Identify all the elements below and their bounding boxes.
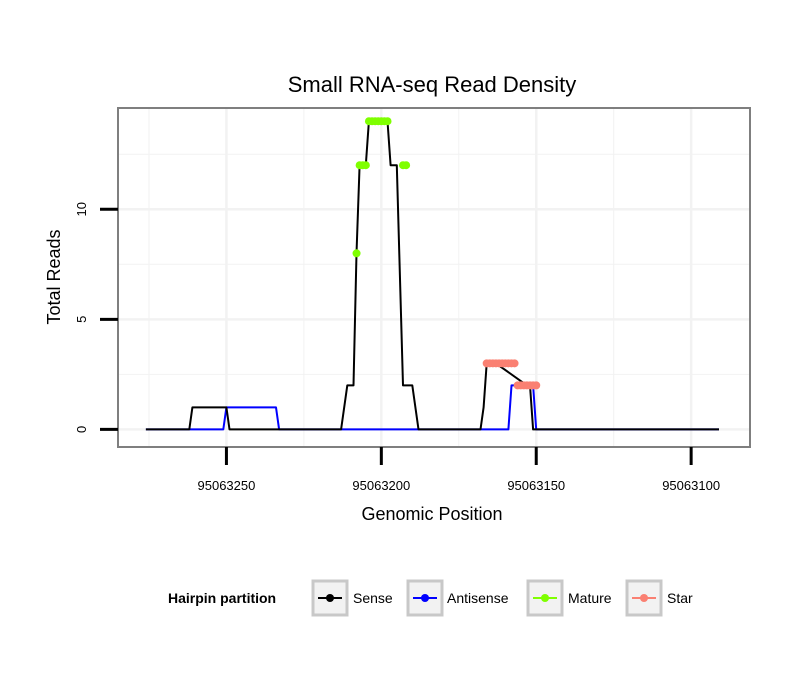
y-tick-label: 0 — [74, 426, 89, 433]
legend-label-star: Star — [667, 590, 693, 606]
legend: Hairpin partition Sense Antisense Mature St… — [168, 579, 693, 617]
legend-key-sense — [311, 579, 349, 617]
data-point-mature — [402, 161, 411, 170]
legend-key-point — [541, 594, 549, 602]
legend-key-mature — [526, 579, 564, 617]
y-tick-label: 10 — [74, 202, 89, 216]
plot-border — [117, 107, 751, 448]
x-tick-label: 95063250 — [198, 478, 256, 493]
axes: 95063250 95063200 95063150 95063100 0 5 10 — [74, 202, 720, 493]
data-point-star — [510, 359, 519, 368]
chart-title: Small RNA-seq Read Density — [288, 72, 577, 97]
legend-key-point — [640, 594, 648, 602]
legend-key-antisense — [406, 579, 444, 617]
series-layer — [145, 117, 719, 431]
y-tick-label: 5 — [74, 316, 89, 323]
legend-key-point — [326, 594, 334, 602]
legend-key-star — [625, 579, 663, 617]
legend-label-antisense: Antisense — [447, 590, 509, 606]
plot-background — [118, 108, 750, 447]
data-point-mature — [352, 249, 361, 258]
series-line-sense — [145, 120, 719, 431]
x-tick-label: 95063150 — [507, 478, 565, 493]
series-points-star — [482, 359, 541, 390]
series-line-antisense — [145, 384, 719, 431]
data-point-mature — [361, 161, 370, 170]
legend-key-point — [421, 594, 429, 602]
y-axis-title: Total Reads — [44, 229, 64, 324]
data-point-mature — [383, 117, 392, 126]
legend-title: Hairpin partition — [168, 590, 276, 606]
legend-label-sense: Sense — [353, 590, 393, 606]
series-points-mature — [352, 117, 411, 258]
x-tick-label: 95063200 — [352, 478, 410, 493]
x-tick-label: 95063100 — [662, 478, 720, 493]
legend-label-mature: Mature — [568, 590, 612, 606]
x-axis-title: Genomic Position — [361, 504, 502, 524]
data-point-star — [532, 381, 541, 390]
